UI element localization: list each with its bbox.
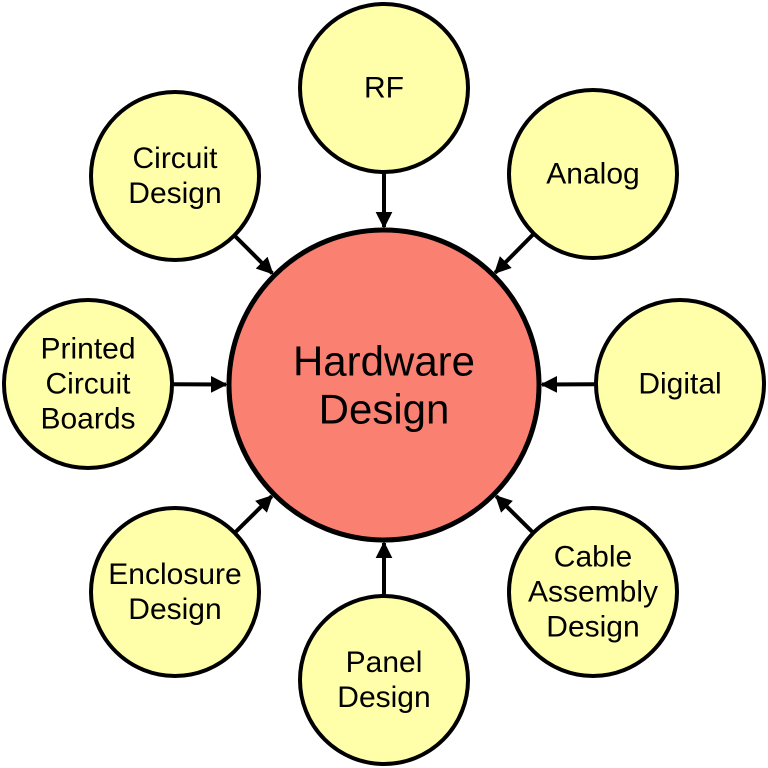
node-circuit-design-line-1: Circuit [132,142,218,175]
arrow-analog-to-hardware-design [493,232,535,275]
node-analog-circle [507,88,679,260]
node-cable-assembly-design-line-3: Design [546,611,639,644]
node-printed-circuit-boards-circle [2,298,174,470]
node-circuit-design-line-2: Design [128,177,221,210]
node-enclosure-design-line-2: Design [128,593,221,626]
node-printed-circuit-boards-line-2: Circuit [45,368,131,401]
node-panel-design-line-2: Design [337,681,430,714]
node-panel-design-line-1: Panel [346,646,423,679]
connector-arrows [172,173,596,595]
node-cable-assembly-design-circle [507,506,679,678]
node-digital-line-1: Digital [638,368,721,401]
node-enclosure-design-line-1: Enclosure [108,558,241,591]
arrow-enclosure-design-to-hardware-design [233,494,274,534]
node-digital: Digital [594,298,766,470]
node-cable-assembly-design-line-2: Assembly [528,576,658,609]
arrow-cable-assembly-design-to-hardware-design [494,494,535,534]
node-panel-design-circle [298,594,470,766]
arrow-circuit-design-to-hardware-design [233,234,274,275]
center-node-line-1: Hardware [293,338,475,385]
center-node-circle [226,227,542,543]
node-cable-assembly-design-line-1: Cable [554,541,632,574]
node-printed-circuit-boards-line-1: Printed [40,333,135,366]
node-circuit-design-circle [89,90,261,262]
node-digital-circle [594,298,766,470]
node-analog-line-1: Analog [546,158,639,191]
node-rf-line-1: RF [364,72,404,105]
node-analog: Analog [507,88,679,260]
center-node-line-2: Design [319,386,450,433]
node-enclosure-design-circle [89,506,261,678]
node-rf: RF [298,2,470,174]
node-printed-circuit-boards-line-3: Boards [40,403,135,436]
node-rf-circle [298,2,470,174]
